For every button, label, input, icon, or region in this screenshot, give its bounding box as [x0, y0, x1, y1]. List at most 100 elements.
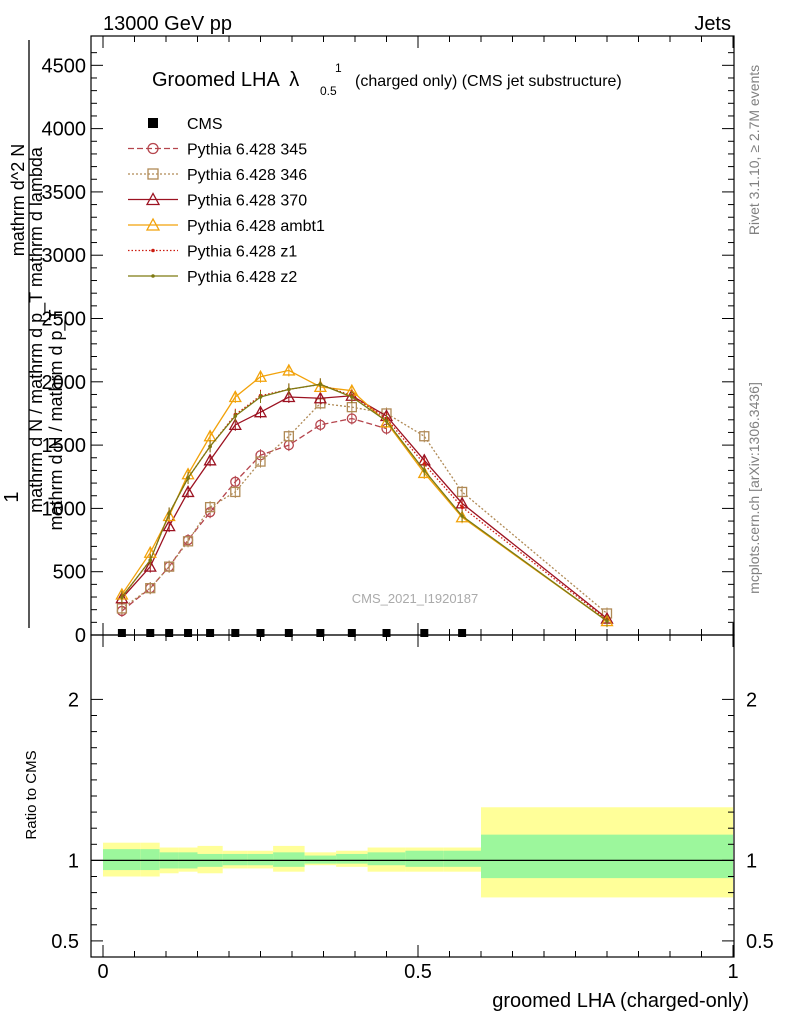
- series-3-point: [313, 391, 327, 404]
- main-y-tick-label: 2000: [42, 372, 87, 394]
- x-axis-label: groomed LHA (charged-only): [492, 990, 749, 1012]
- series-6-point: [460, 514, 464, 518]
- analysis-watermark: CMS_2021_I1920187: [352, 591, 479, 606]
- series-6-group: [120, 378, 609, 628]
- chart-title-main: Groomed LHA: [152, 69, 280, 91]
- legend-label-0: CMS: [187, 116, 223, 133]
- series-2-group: [116, 397, 613, 620]
- ratio-y-tick-label-right: 1: [746, 850, 757, 872]
- series-0-point: [347, 629, 356, 637]
- series-0-point: [231, 629, 240, 637]
- main-y-tick-label: 3500: [42, 182, 87, 204]
- y-axis-label-line2: mathrm d^2 N: [8, 144, 28, 256]
- ratio-inner-band: [405, 850, 444, 867]
- ratio-inner-band: [103, 849, 141, 871]
- series-0-point: [117, 629, 126, 637]
- series-4-point: [313, 380, 327, 393]
- chart-title-sub: 0.5: [320, 84, 337, 98]
- ratio-bands: [103, 807, 733, 898]
- legend-label-5: Pythia 6.428 z1: [187, 244, 297, 261]
- main-panel: 0 500 1000 1500 2000 2500 3000 3500 4000 4500 Gro…: [1, 35, 735, 647]
- series-5-group: [120, 378, 609, 626]
- chart-title-sup: 1: [335, 61, 342, 75]
- series-0-point: [146, 629, 155, 637]
- series-2-point: [456, 486, 468, 498]
- rivet-version-label: Rivet 3.1.10, ≥ 2.7M events: [746, 65, 762, 235]
- legend-marker-5: [151, 248, 155, 253]
- main-y-tick-label: 0: [75, 625, 86, 647]
- chart-title-lambda: λ: [289, 69, 299, 91]
- ratio-inner-band: [367, 852, 406, 866]
- ratio-inner-band: [481, 834, 733, 879]
- series-6-point: [167, 511, 171, 516]
- series-6-point: [186, 476, 190, 480]
- y-axis-label-line3: mathrm d N / mathrm d p_T: [46, 309, 67, 530]
- series-3-line: [121, 395, 608, 620]
- series-2-point: [145, 583, 156, 594]
- ratio-y-tick-label-left: 1: [68, 850, 79, 872]
- series-0-point: [420, 629, 429, 637]
- legend-marker-0: [148, 118, 158, 128]
- series-2-point: [230, 486, 241, 498]
- series-6-point: [384, 419, 389, 423]
- series-1-point: [315, 419, 326, 431]
- legend-marker-1: [147, 142, 159, 155]
- series-2-point: [255, 456, 266, 467]
- header-jets-label: Jets: [694, 13, 731, 35]
- series-2-point: [204, 501, 216, 513]
- series-6-point: [422, 468, 427, 473]
- legend-marker-3: [145, 192, 161, 206]
- legend-marker-2: [147, 168, 159, 180]
- series-6-point: [258, 395, 263, 399]
- ratio-inner-band: [336, 853, 368, 864]
- series-0-point: [316, 629, 325, 637]
- ratio-inner-band: [247, 853, 274, 866]
- series-3-point: [162, 519, 176, 532]
- main-y-tick-label: 1000: [42, 498, 87, 520]
- series-4-point: [417, 466, 431, 479]
- main-y-tick-label: 3000: [42, 245, 87, 267]
- main-y-tick-label: 1500: [42, 435, 87, 457]
- legend: CMS Pythia 6.428 345 Pythia 6.428 346 Pythi…: [128, 116, 325, 286]
- series-3-point: [181, 485, 195, 498]
- series-3-group: [115, 388, 614, 625]
- ratio-ticks: 0.5 0.5 1 1 2 2 0 0.5 1: [51, 635, 774, 983]
- series-1-group: [116, 412, 392, 617]
- series-3-point: [143, 559, 157, 572]
- series-0-point: [184, 629, 193, 637]
- main-y-tick-label: 2500: [42, 309, 87, 331]
- y-axis-label-top: 1: [1, 491, 23, 502]
- ratio-y-tick-label-left: 0.5: [51, 931, 79, 953]
- ratio-y-tick-label-left: 2: [68, 689, 79, 711]
- ratio-y-axis-label: Ratio to CMS: [23, 750, 40, 839]
- ratio-inner-band: [273, 852, 305, 867]
- series-0-point: [165, 629, 174, 637]
- x-tick-label: 0.5: [404, 961, 432, 983]
- ratio-inner-band: [443, 850, 481, 867]
- main-series-group: [115, 363, 614, 637]
- series-6-point: [350, 395, 354, 399]
- y-axis-label-line1: mathrm d N / mathrm d p_T mathrm d lambd…: [26, 146, 47, 513]
- x-tick-label: 1: [727, 961, 738, 983]
- ratio-panel: 0.5 0.5 1 1 2 2 0 0.5 1 Ratio to CMS groomed LHA…: [23, 634, 774, 1012]
- ratio-inner-band: [304, 855, 337, 864]
- header-energy-label: 13000 GeV pp: [103, 13, 232, 35]
- legend-label-1: Pythia 6.428 345: [187, 142, 307, 159]
- chart-title-rest: (charged only) (CMS jet substructure): [355, 73, 622, 90]
- series-0-point: [382, 629, 391, 637]
- main-y-tick-label: 4000: [42, 119, 87, 141]
- series-0-point: [206, 629, 215, 637]
- series-6-line: [121, 383, 608, 622]
- series-6-point: [318, 382, 323, 387]
- ratio-y-tick-label-right: 0.5: [746, 931, 774, 953]
- series-3-point: [228, 418, 242, 431]
- series-2-point: [283, 431, 295, 442]
- mcplots-label: mcplots.cern.ch [arXiv:1306.3436]: [746, 382, 762, 594]
- series-2-point: [419, 431, 430, 442]
- series-4-point: [282, 363, 296, 376]
- series-0-point: [458, 629, 467, 637]
- series-1-point: [346, 413, 358, 424]
- series-2-line: [121, 402, 608, 614]
- series-5-point: [422, 462, 427, 466]
